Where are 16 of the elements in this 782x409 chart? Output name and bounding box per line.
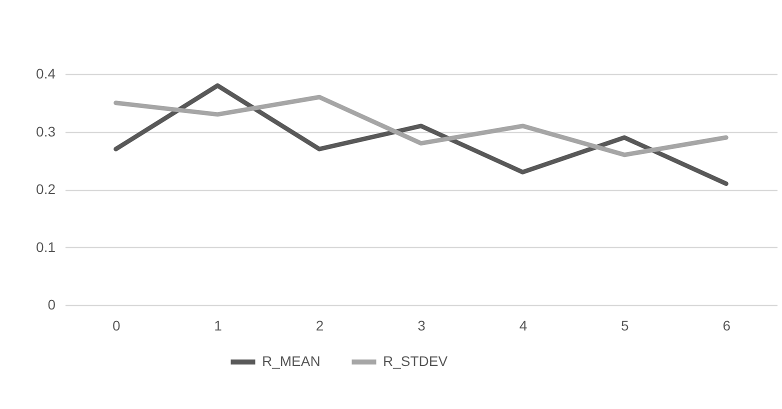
x-tick-label: 1 <box>214 318 222 334</box>
y-tick-label: 0.4 <box>36 66 56 82</box>
x-tick-label: 3 <box>418 318 426 334</box>
y-tick-label: 0 <box>48 296 56 312</box>
legend-label: R_MEAN <box>262 353 320 369</box>
x-tick-label: 0 <box>112 318 120 334</box>
x-tick-label: 5 <box>621 318 630 334</box>
y-tick-label: 0.1 <box>36 238 56 255</box>
y-tick-label: 0.2 <box>36 181 56 197</box>
x-tick-label: 2 <box>316 318 324 334</box>
line-series <box>114 94 728 158</box>
legend-label: R_STDEV <box>383 353 448 369</box>
line-series <box>114 83 728 186</box>
y-tick-label: 0.3 <box>36 123 56 140</box>
x-tick-label: 4 <box>519 318 528 334</box>
x-tick-label: 6 <box>722 318 731 334</box>
